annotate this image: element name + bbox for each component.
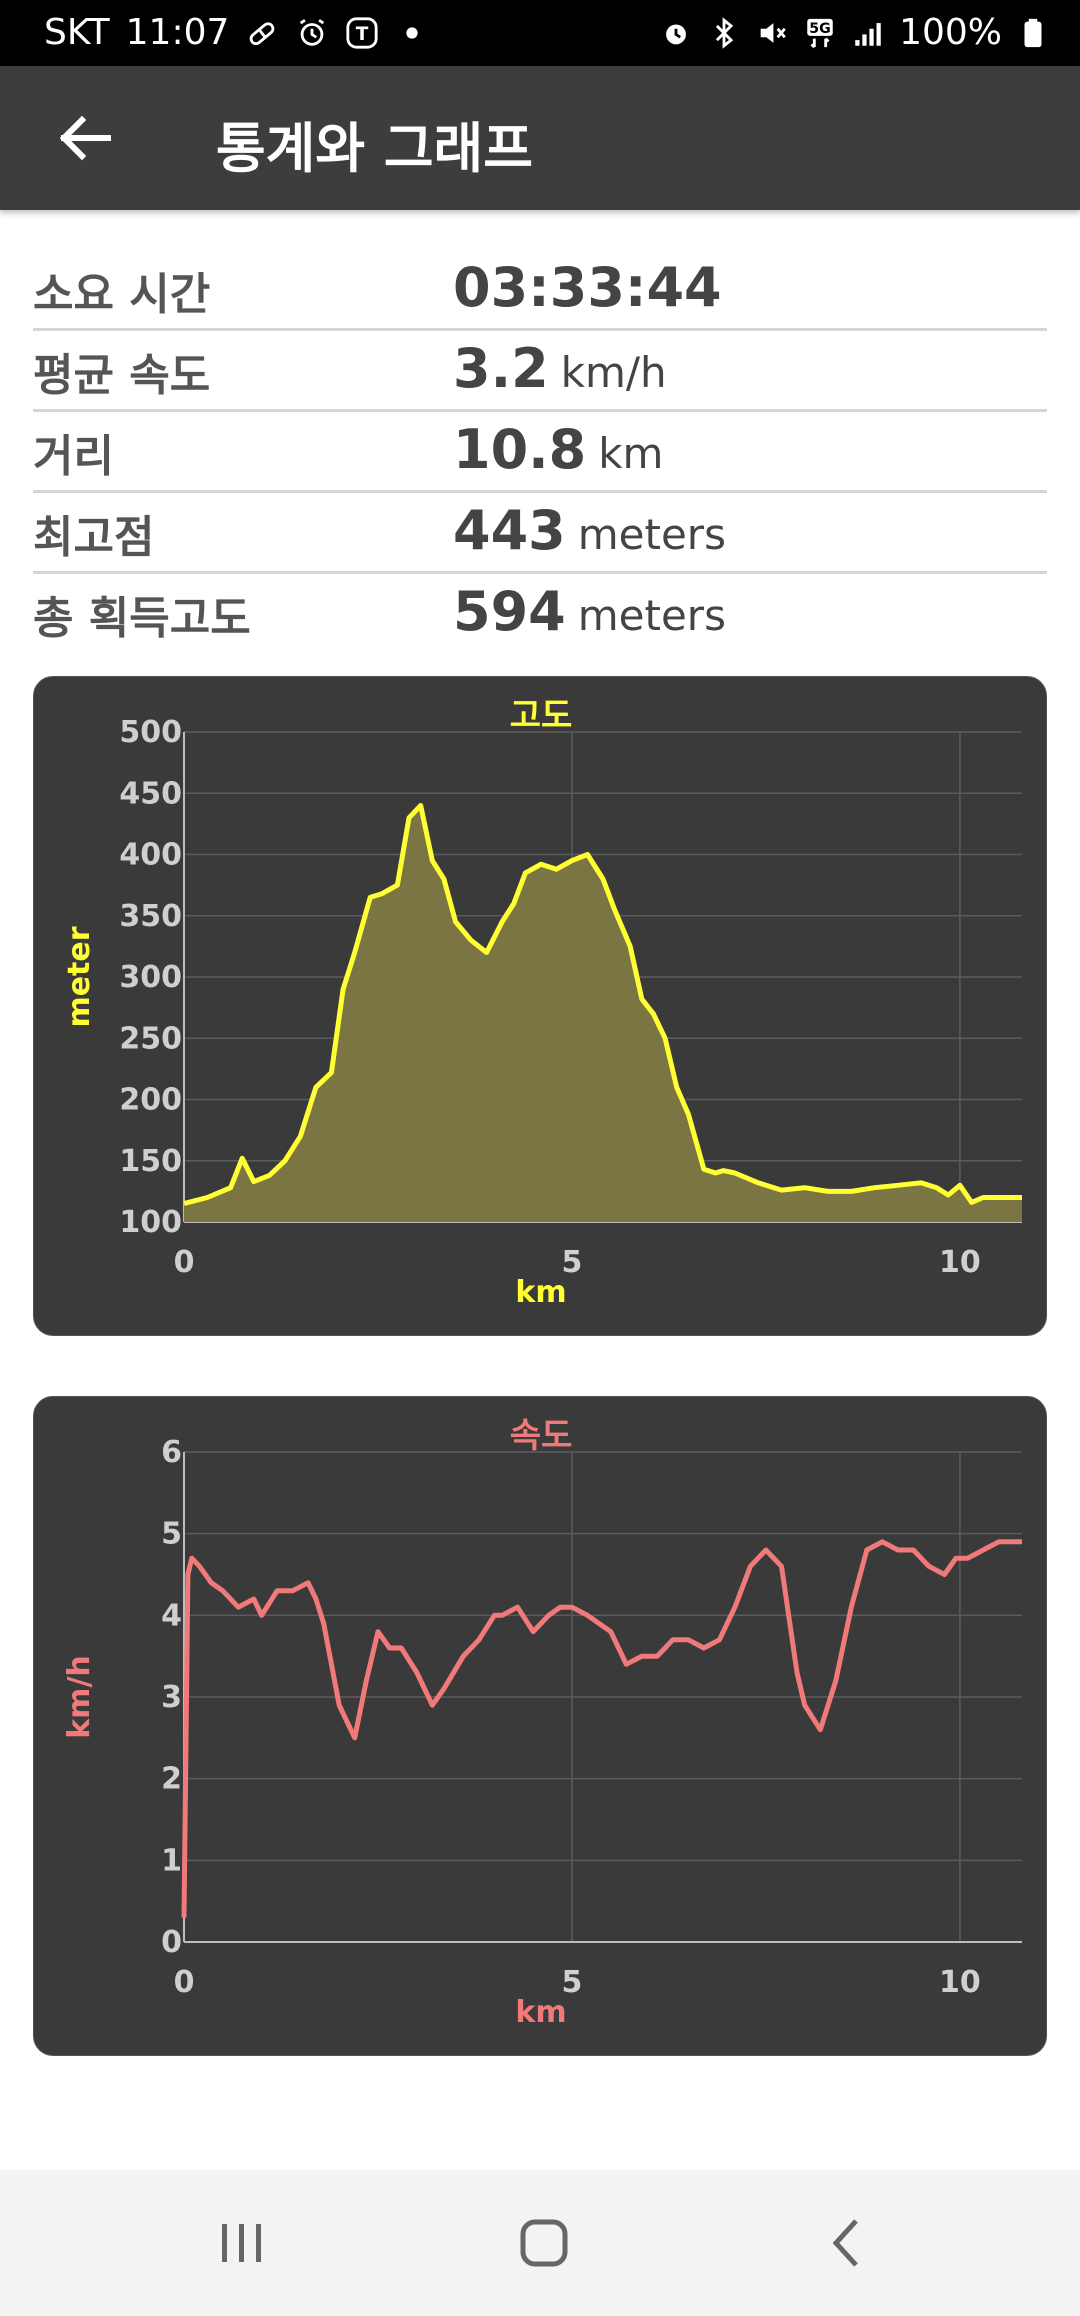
x-tick-label: 0 [174,1245,195,1280]
x-tick-label: 10 [939,1245,981,1280]
y-tick-label: 2 [161,1762,182,1797]
y-tick-label: 300 [119,960,182,995]
carrier-label: SKT [44,12,110,53]
page-title: 통계와 그래프 [216,117,533,180]
altitude-area [184,805,1022,1222]
stat-unit: km [598,429,664,478]
chart-title: 고도 [510,696,573,736]
y-axis-title: meter [62,926,97,1027]
stat-label: 거리 [33,431,114,482]
y-tick-label: 350 [119,899,182,934]
y-tick-label: 6 [161,1435,182,1470]
pill-icon [245,16,279,50]
clock: 11:07 [125,12,230,53]
stat-label: 평균 속도 [33,350,211,401]
x-axis-title: km [515,1275,566,1310]
arrow-left-icon [59,115,111,161]
altitude-chart: 100 150 200 250 300 350 400 450 500 0 5 10 고도 km meter [62,696,1023,1310]
speed-chart-card: 0 1 2 3 4 5 6 0 5 10 속도 km km/h [33,1396,1047,2056]
status-bar: SKT 11:07 T 5G 100% [0,0,1080,66]
y-axis-title: km/h [62,1655,97,1739]
system-back-button[interactable] [806,2206,886,2280]
data-points [183,805,1023,1204]
stat-label: 소요 시간 [33,269,211,320]
battery-icon [1016,16,1050,50]
recents-button[interactable] [202,2206,282,2280]
notification-dot-icon [395,16,429,50]
stat-value: 3.2 km/h [453,337,667,400]
stat-number: 3.2 [453,337,549,400]
bluetooth-icon [707,16,741,50]
speed-line [181,1539,1022,1918]
alarm-icon [295,16,329,50]
x-tick-label: 5 [562,1965,583,2000]
stat-row-distance: 거리 10.8 km [33,412,1047,493]
svg-text:T: T [356,24,369,45]
y-tick-label: 3 [161,1680,182,1715]
grid-lines [183,1451,1022,1943]
stat-row-total-ascent: 총 획득고도 594 meters [33,574,1047,655]
stat-number: 443 [453,499,566,562]
y-tick-label: 100 [119,1205,182,1240]
stat-unit: km/h [560,348,667,397]
stat-value: 443 meters [453,499,726,562]
stat-value: 594 meters [453,580,726,643]
x-tick-label: 5 [562,1245,583,1280]
signal-icon [851,16,885,50]
home-button[interactable] [504,2206,584,2280]
y-tick-label: 250 [119,1021,182,1056]
y-tick-label: 0 [161,1925,182,1960]
battery-percent: 100% [899,12,1002,53]
stat-label: 총 획득고도 [33,593,251,644]
y-tick-label: 500 [119,715,182,750]
y-tick-label: 400 [119,838,182,873]
stat-number: 594 [453,580,566,643]
network-5g-icon: 5G [803,16,837,50]
y-tick-label: 5 [161,1517,182,1552]
stat-row-average-speed: 평균 속도 3.2 km/h [33,331,1047,412]
stats-table: 소요 시간 03:33:44 평균 속도 3.2 km/h 거리 10.8 km 최… [33,250,1047,655]
back-chevron-icon [832,2219,858,2267]
speed-chart: 0 1 2 3 4 5 6 0 5 10 속도 km km/h [62,1416,1023,2030]
y-tick-label: 150 [119,1144,182,1179]
y-tick-label: 1 [161,1843,182,1878]
status-left: SKT 11:07 T [44,12,429,53]
stat-value: 03:33:44 [453,256,734,319]
tmap-app-icon: T [345,16,379,50]
status-right: 5G 100% [659,12,1050,53]
app-bar: 통계와 그래프 [0,66,1080,210]
mute-icon [755,16,789,50]
stat-unit: meters [577,510,726,559]
stat-value: 10.8 km [453,418,663,481]
altitude-line [183,803,1022,1207]
x-axis-title: km [515,1995,566,2030]
chart-title: 속도 [510,1416,573,1456]
stat-row-max-altitude: 최고점 443 meters [33,493,1047,574]
x-tick-label: 10 [939,1965,981,2000]
stat-label: 최고점 [33,512,155,563]
y-tick-label: 4 [161,1598,182,1633]
svg-text:5G: 5G [809,21,830,37]
navigation-bar [0,2170,1080,2316]
stat-number: 03:33:44 [453,256,722,319]
home-icon [520,2219,568,2267]
y-tick-label: 450 [119,776,182,811]
recents-icon [222,2224,261,2262]
altitude-chart-card: 100 150 200 250 300 350 400 450 500 0 5 10 고도 km meter [33,676,1047,1336]
data-points [183,1541,1023,1918]
stat-row-duration: 소요 시간 03:33:44 [33,250,1047,331]
back-button[interactable] [44,106,124,170]
y-tick-label: 200 [119,1083,182,1118]
x-tick-label: 0 [174,1965,195,2000]
stat-unit: meters [577,591,726,640]
alarm-set-icon [659,16,693,50]
stat-number: 10.8 [453,418,587,481]
